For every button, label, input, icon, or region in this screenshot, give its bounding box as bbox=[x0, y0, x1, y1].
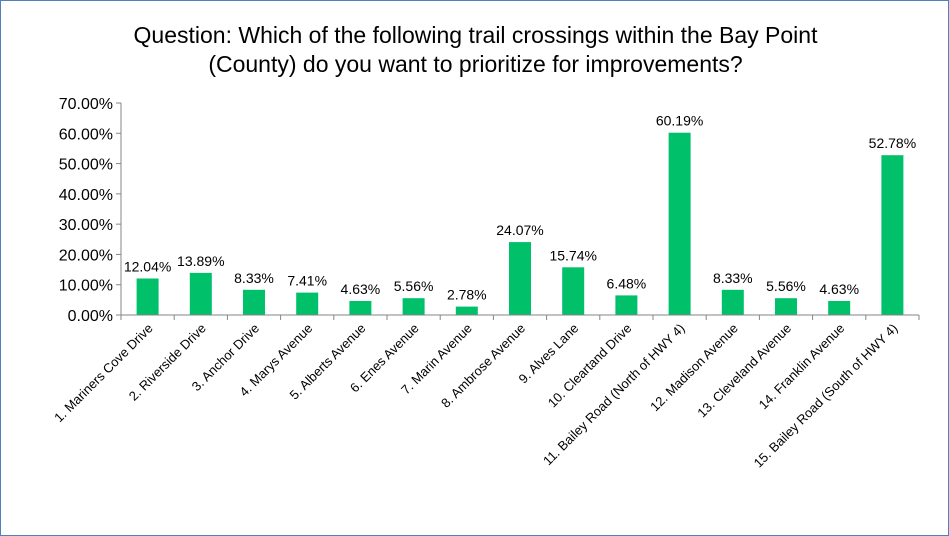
y-tick-label: 40.00% bbox=[59, 187, 113, 204]
bar bbox=[562, 267, 585, 315]
category-label: 12. Madison Avenue bbox=[647, 321, 741, 415]
data-label: 12.04% bbox=[124, 259, 171, 275]
data-label: 15.74% bbox=[549, 247, 596, 263]
data-label: 4.63% bbox=[341, 281, 381, 297]
data-label: 8.33% bbox=[713, 270, 753, 286]
bar bbox=[136, 278, 159, 315]
data-label: 8.33% bbox=[234, 270, 274, 286]
category-label: 13. Cleveland Avenue bbox=[694, 321, 794, 421]
data-label: 13.89% bbox=[177, 253, 224, 269]
bar bbox=[402, 298, 425, 315]
bar bbox=[296, 292, 319, 315]
y-tick-label: 30.00% bbox=[59, 217, 113, 234]
bars bbox=[136, 132, 904, 315]
bar bbox=[721, 289, 744, 315]
data-label: 5.56% bbox=[394, 278, 434, 294]
data-label: 52.78% bbox=[869, 135, 916, 151]
y-axis: 0.00% 10.00% 20.00% 30.00% 40.00% 50.00% 60.00… bbox=[59, 96, 122, 325]
y-tick-label: 0.00% bbox=[68, 308, 113, 325]
data-label: 6.48% bbox=[607, 275, 647, 291]
bar bbox=[668, 132, 691, 315]
chart-title-line-1: Question: Which of the following trail c… bbox=[133, 22, 818, 48]
chart-title-line-2: (County) do you want to prioritize for i… bbox=[208, 51, 743, 77]
y-tick-label: 10.00% bbox=[59, 278, 113, 295]
y-tick-label: 60.00% bbox=[59, 126, 113, 143]
data-label: 4.63% bbox=[819, 281, 859, 297]
category-label: 1. Mariners Cove Drive bbox=[51, 321, 156, 426]
bar bbox=[455, 306, 478, 315]
x-axis bbox=[120, 314, 920, 320]
y-tick-label: 20.00% bbox=[59, 247, 113, 264]
bar bbox=[349, 301, 372, 315]
data-label: 7.41% bbox=[287, 273, 327, 289]
bar bbox=[509, 242, 531, 315]
bar bbox=[828, 301, 851, 315]
bar bbox=[881, 155, 904, 315]
data-label: 2.78% bbox=[447, 287, 487, 303]
bar bbox=[243, 289, 265, 315]
data-labels: 12.04% 13.89% 8.33% 7.41% 4.63% 5.56% 2.78% 24.… bbox=[124, 113, 916, 303]
data-label: 5.56% bbox=[766, 278, 806, 294]
bar bbox=[189, 272, 212, 315]
y-tick-label: 50.00% bbox=[59, 157, 113, 174]
data-label: 24.07% bbox=[496, 222, 543, 238]
data-label: 60.19% bbox=[656, 113, 703, 129]
chart-title: Question: Which of the following trail c… bbox=[61, 21, 890, 79]
bar bbox=[775, 298, 797, 315]
bar bbox=[615, 295, 638, 315]
y-tick-label: 70.00% bbox=[59, 96, 113, 113]
